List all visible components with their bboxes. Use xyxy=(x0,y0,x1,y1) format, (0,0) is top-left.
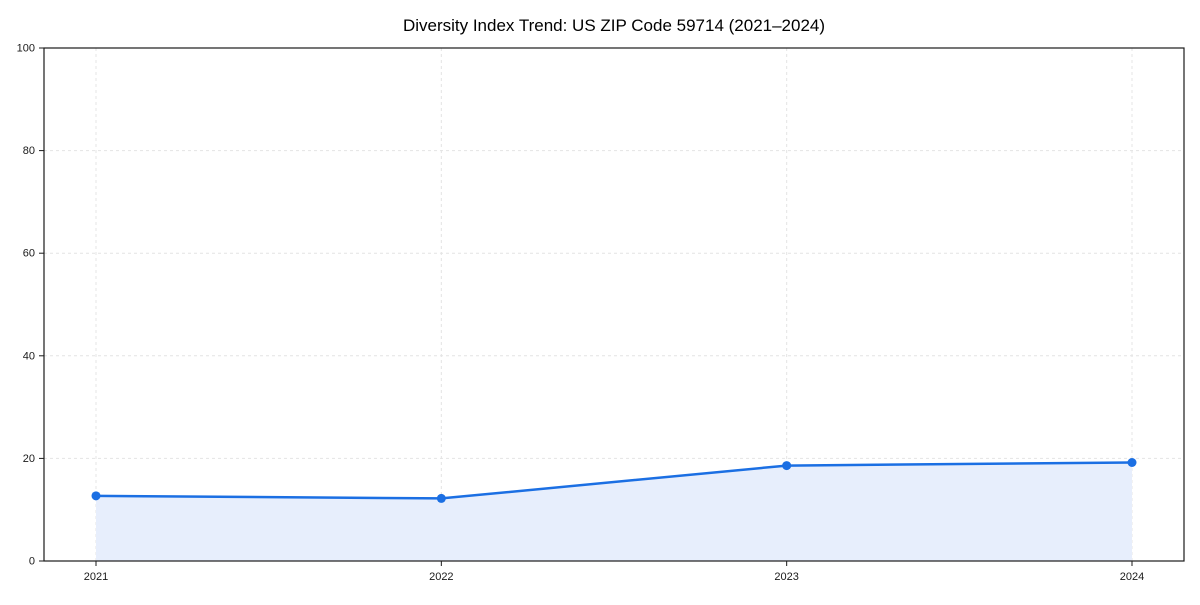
trend-line xyxy=(94,461,1134,500)
area-fill xyxy=(96,462,1132,561)
y-tick-label: 100 xyxy=(17,43,35,55)
x-tick-label: 2022 xyxy=(429,571,453,583)
axis-ticks xyxy=(39,47,1133,566)
tick-labels: 0 20 40 60 80 100 2021 2022 2023 2024 xyxy=(17,43,1145,583)
plot-border xyxy=(43,47,1185,562)
x-tick-label: 2024 xyxy=(1120,571,1144,583)
data-points xyxy=(91,458,1137,503)
x-tick-label: 2023 xyxy=(774,571,798,583)
line-series xyxy=(94,461,1134,500)
chart-title: Diversity Index Trend: US ZIP Code 59714… xyxy=(403,16,825,35)
y-tick-label: 40 xyxy=(23,350,35,362)
y-tick-label: 0 xyxy=(29,556,35,568)
y-tick-label: 20 xyxy=(23,453,35,465)
y-tick-label: 60 xyxy=(23,248,35,260)
data-point xyxy=(782,461,792,471)
area-series xyxy=(96,462,1132,561)
data-point xyxy=(91,491,101,501)
x-tick-label: 2021 xyxy=(84,571,108,583)
y-tick-label: 80 xyxy=(23,145,35,157)
data-point xyxy=(436,493,446,503)
data-point xyxy=(1127,458,1137,468)
